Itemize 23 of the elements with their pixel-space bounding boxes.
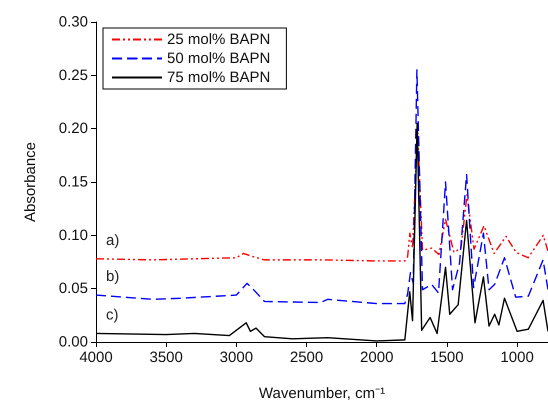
legend-label: 25 mol% BAPN xyxy=(167,31,270,48)
legend-label: 50 mol% BAPN xyxy=(167,50,270,67)
line-series xyxy=(95,69,548,304)
y-tick-label: 0.20 xyxy=(58,120,88,138)
x-tick-label: 3000 xyxy=(220,349,254,366)
annotation: c) xyxy=(106,306,118,324)
x-axis-title: Wavenumber, cm⁻¹ xyxy=(258,385,386,402)
y-tick-label: 0.00 xyxy=(58,334,88,350)
y-tick-label: 0.15 xyxy=(58,174,88,190)
x-tick-label: 2000 xyxy=(360,349,394,366)
x-tick-label: 1000 xyxy=(500,349,534,366)
y-axis-title: Absorbance xyxy=(22,142,39,222)
x-tick-label: 1500 xyxy=(430,349,464,366)
y-tick-label: 0.05 xyxy=(58,280,88,298)
x-tick-label: 2500 xyxy=(290,349,324,366)
x-tick-label: 4000 xyxy=(79,349,113,366)
annotation: b) xyxy=(106,268,120,286)
legend-label: 75 mol% BAPN xyxy=(167,69,270,86)
y-tick-label: 0.25 xyxy=(58,66,88,84)
annotation: a) xyxy=(106,232,120,249)
y-tick-label: 0.30 xyxy=(58,14,88,30)
x-tick-label: 3500 xyxy=(150,349,183,366)
y-tick-label: 0.10 xyxy=(58,226,88,244)
